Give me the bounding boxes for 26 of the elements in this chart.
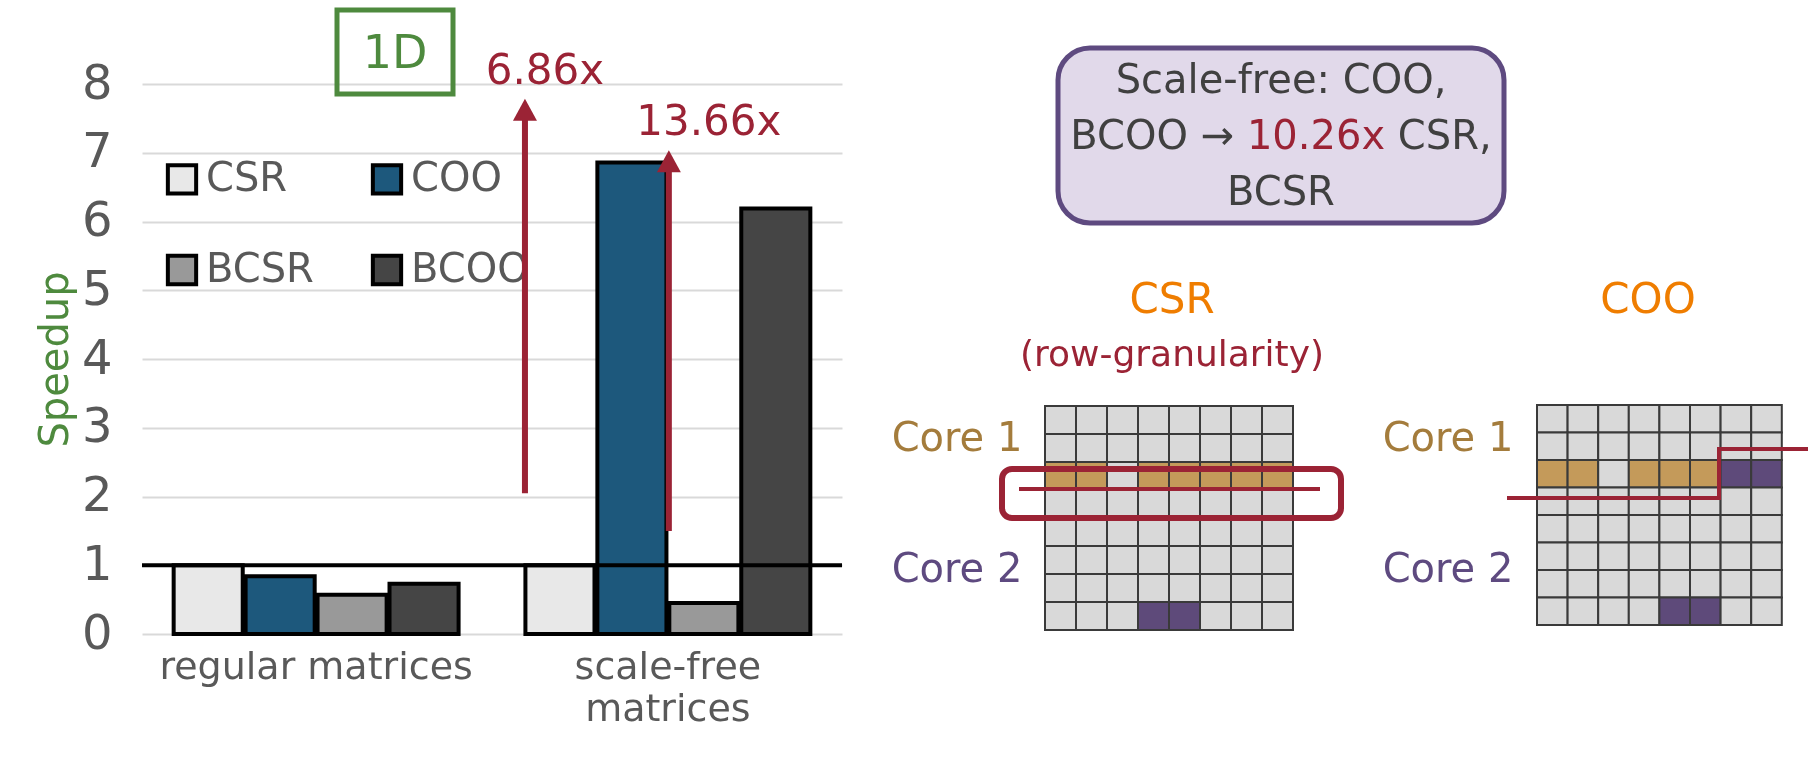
y-tick-label: 7: [81, 122, 113, 179]
text: (row-granularity): [1019, 332, 1325, 374]
legend-label: COO: [411, 154, 502, 201]
y-tick-label: 1: [81, 534, 113, 591]
text: Scale-free: COO, BCOO → 10.26x CSR, BCSR: [1070, 56, 1492, 214]
text: 1D: [362, 25, 428, 79]
y-tick-label: 3: [81, 397, 113, 454]
y-tick-label: 5: [81, 259, 113, 316]
y-axis-title: Speedup: [30, 271, 77, 448]
y-tick-label: 6: [81, 191, 113, 247]
text: Core 1: [891, 414, 1023, 460]
y-tick-label: 4: [81, 328, 113, 385]
y-tick-label: 2: [81, 466, 113, 522]
y-tick-label: 0: [81, 603, 113, 660]
annotation: 6.86x: [485, 44, 605, 94]
annotation: 13.66x: [636, 95, 782, 145]
x-tick-label: regular matrices: [159, 643, 473, 688]
text: CSR: [1129, 273, 1215, 323]
text: COO: [1600, 273, 1696, 323]
x-tick-label: scale-free matrices: [574, 643, 762, 730]
legend-label: CSR: [206, 154, 288, 201]
y-tick-label: 8: [81, 53, 113, 110]
text: Core 1: [1382, 414, 1514, 460]
text: Core 2: [1382, 545, 1514, 591]
legend-label: BCSR: [206, 245, 314, 291]
text: Core 2: [891, 545, 1023, 591]
